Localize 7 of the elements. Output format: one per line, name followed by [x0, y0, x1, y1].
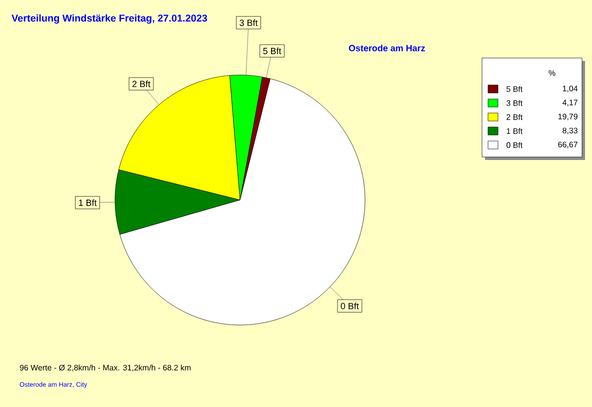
slice-label: 3 Bft	[240, 19, 258, 26]
slice-label: 0 Bft	[340, 302, 359, 310]
slice-label: 1 Bft	[78, 199, 97, 206]
chart-title: Verteilung Windstärke Freitag, 27.01.2023	[12, 14, 208, 24]
text: Osterode am Harz	[348, 44, 425, 52]
slice-label: 2 Bft	[132, 80, 150, 88]
slice-label: 5 Bft	[263, 48, 282, 54]
